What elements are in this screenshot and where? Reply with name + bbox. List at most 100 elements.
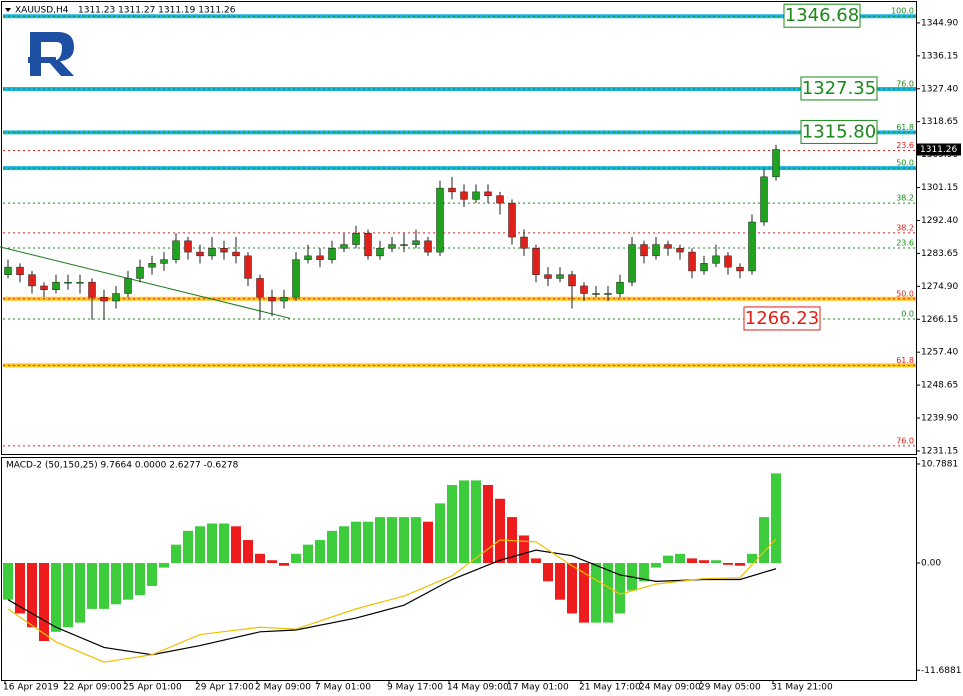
candle-body bbox=[196, 251, 204, 257]
candle-body bbox=[724, 255, 732, 268]
ohlc-values: 1311.23 1311.27 1311.19 1311.26 bbox=[78, 6, 236, 16]
histogram-bar bbox=[591, 562, 601, 623]
candle-body bbox=[112, 293, 120, 302]
histogram-bar bbox=[363, 521, 373, 563]
histogram-bar bbox=[387, 517, 397, 563]
x-tick-label: 29 May 05:00 bbox=[699, 683, 761, 693]
y-tick-label: 1266.15 bbox=[921, 315, 958, 325]
histogram-bar bbox=[507, 517, 517, 563]
candle-body bbox=[328, 248, 336, 260]
last-price-label: 1311.26 bbox=[920, 145, 957, 155]
candle-body bbox=[232, 251, 240, 257]
histogram-bar bbox=[399, 517, 409, 563]
candle-body bbox=[652, 244, 660, 257]
y-tick-label: 1301.15 bbox=[921, 183, 958, 193]
candle-body bbox=[748, 221, 756, 272]
histogram-bar bbox=[543, 562, 553, 582]
candle-body bbox=[52, 281, 60, 290]
histogram-bar bbox=[723, 562, 733, 565]
candle-body bbox=[520, 236, 528, 249]
macd-title: MACD-2 (50,150,25) 9.7664 0.0000 2.6277 … bbox=[6, 461, 239, 471]
y-tick-label: 1248.65 bbox=[921, 381, 958, 391]
candle-body bbox=[676, 248, 684, 253]
candle-body bbox=[700, 263, 708, 272]
fib-label: 76.0 bbox=[896, 79, 914, 88]
histogram-bar bbox=[255, 553, 265, 563]
candle-body bbox=[532, 248, 540, 275]
histogram-bar bbox=[339, 526, 349, 563]
macd-line bbox=[7, 538, 777, 663]
histogram-bar bbox=[303, 544, 313, 563]
chart-title: XAUUSD,H4 bbox=[15, 6, 69, 16]
x-tick-label: 22 Apr 09:00 bbox=[63, 683, 122, 693]
histogram-bar bbox=[771, 473, 781, 563]
candle-body bbox=[280, 297, 288, 302]
histogram-bar bbox=[231, 526, 241, 563]
candle-body bbox=[580, 285, 588, 294]
histogram-bar bbox=[351, 521, 361, 563]
histogram-bar bbox=[411, 517, 421, 563]
histogram-bar bbox=[615, 562, 625, 614]
histogram-bar bbox=[447, 484, 457, 563]
fib-label: 61.8 bbox=[896, 356, 914, 365]
histogram-bar bbox=[75, 562, 85, 623]
candle-body bbox=[616, 281, 624, 294]
fib-label: 76.0 bbox=[896, 436, 914, 445]
x-tick-label: 9 May 17:00 bbox=[387, 683, 443, 693]
fib-label: 23.6 bbox=[896, 238, 914, 247]
y-tick-label: 1239.90 bbox=[921, 414, 958, 424]
price-box-label: 1266.23 bbox=[745, 308, 819, 329]
candle-body bbox=[136, 266, 144, 279]
histogram-bar bbox=[435, 503, 445, 563]
histogram-bar bbox=[639, 562, 649, 582]
candle-body bbox=[688, 251, 696, 272]
histogram-bar bbox=[375, 517, 385, 563]
candle-body bbox=[460, 191, 468, 200]
y-tick-label: 1336.15 bbox=[921, 51, 958, 61]
candle-body bbox=[304, 255, 312, 260]
y-tick-label: 0.00 bbox=[921, 558, 941, 568]
candle-body bbox=[508, 202, 516, 238]
candle-body bbox=[628, 244, 636, 283]
candle-body bbox=[76, 281, 84, 284]
candle-body bbox=[544, 274, 552, 279]
histogram-bar bbox=[171, 544, 181, 563]
candle-body bbox=[484, 191, 492, 196]
histogram-bar bbox=[195, 526, 205, 563]
histogram-bar bbox=[123, 562, 133, 600]
macd-line bbox=[7, 549, 777, 656]
histogram-bar bbox=[567, 562, 577, 614]
histogram-bar bbox=[555, 562, 565, 600]
candle-body bbox=[316, 255, 324, 260]
y-tick-label: 1344.90 bbox=[921, 18, 958, 28]
histogram-bar bbox=[759, 517, 769, 563]
candle-body bbox=[256, 278, 264, 298]
candle-body bbox=[760, 176, 768, 223]
histogram-bar bbox=[3, 562, 13, 600]
histogram-bar bbox=[735, 562, 745, 566]
histogram-bar bbox=[51, 562, 61, 632]
candle-body bbox=[268, 297, 276, 302]
candle-body bbox=[400, 244, 408, 246]
histogram-bar bbox=[39, 562, 49, 641]
histogram-bar bbox=[519, 535, 529, 563]
histogram-bar bbox=[27, 562, 37, 628]
candle-body bbox=[472, 191, 480, 200]
x-tick-label: 31 May 21:00 bbox=[771, 683, 833, 693]
candle-body bbox=[352, 233, 360, 245]
candle-body bbox=[16, 266, 24, 275]
histogram-bar bbox=[483, 484, 493, 563]
candle-body bbox=[556, 274, 564, 279]
last-price-tag bbox=[917, 143, 961, 156]
price-box-label: 1346.68 bbox=[785, 5, 859, 26]
candle-body bbox=[88, 281, 96, 298]
y-tick-label: 1318.65 bbox=[921, 117, 958, 127]
candle-body bbox=[712, 255, 720, 264]
x-tick-label: 14 May 09:00 bbox=[447, 683, 509, 693]
histogram-bar bbox=[459, 480, 469, 563]
histogram-bar bbox=[747, 553, 757, 563]
histogram-bar bbox=[243, 540, 253, 563]
histogram-bar bbox=[183, 530, 193, 563]
logo bbox=[28, 32, 74, 76]
